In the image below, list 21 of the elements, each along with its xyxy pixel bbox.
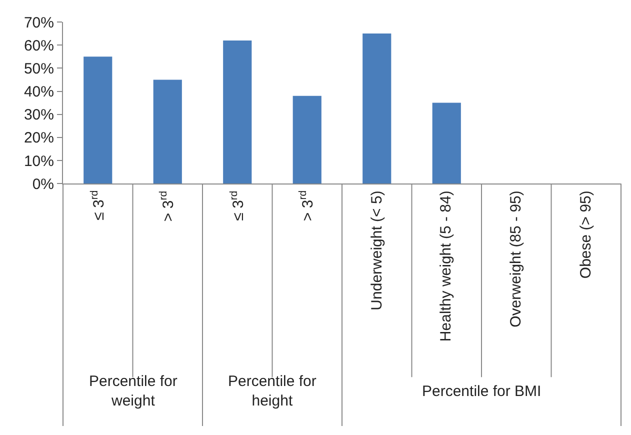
y-tick-label: 0% xyxy=(32,176,54,193)
x-tick-label: Healthy weight (5 - 84) xyxy=(438,190,455,342)
bar xyxy=(362,34,392,184)
bar xyxy=(153,80,182,184)
text: Percentile for weight xyxy=(89,373,178,410)
y-tick-label: 50% xyxy=(24,60,54,78)
y-tick-label: 40% xyxy=(24,84,54,101)
y-tick-label: 70% xyxy=(24,14,54,32)
x-tick-label: Obese (> 95) xyxy=(578,190,595,279)
y-tick-label: 30% xyxy=(24,106,54,124)
y-tick-label: 10% xyxy=(24,152,54,170)
bar xyxy=(432,102,461,184)
bar xyxy=(84,56,112,184)
bar xyxy=(223,40,252,184)
text: Percentile for height xyxy=(228,373,316,410)
y-tick-label: 60% xyxy=(24,37,54,54)
text: Percentile for BMI xyxy=(422,383,542,400)
y-tick-label: 20% xyxy=(24,130,54,147)
x-tick-label: Overweight (85 - 95) xyxy=(507,190,524,328)
x-tick-label: Underweight (< 5) xyxy=(368,190,386,310)
bar xyxy=(292,96,322,184)
